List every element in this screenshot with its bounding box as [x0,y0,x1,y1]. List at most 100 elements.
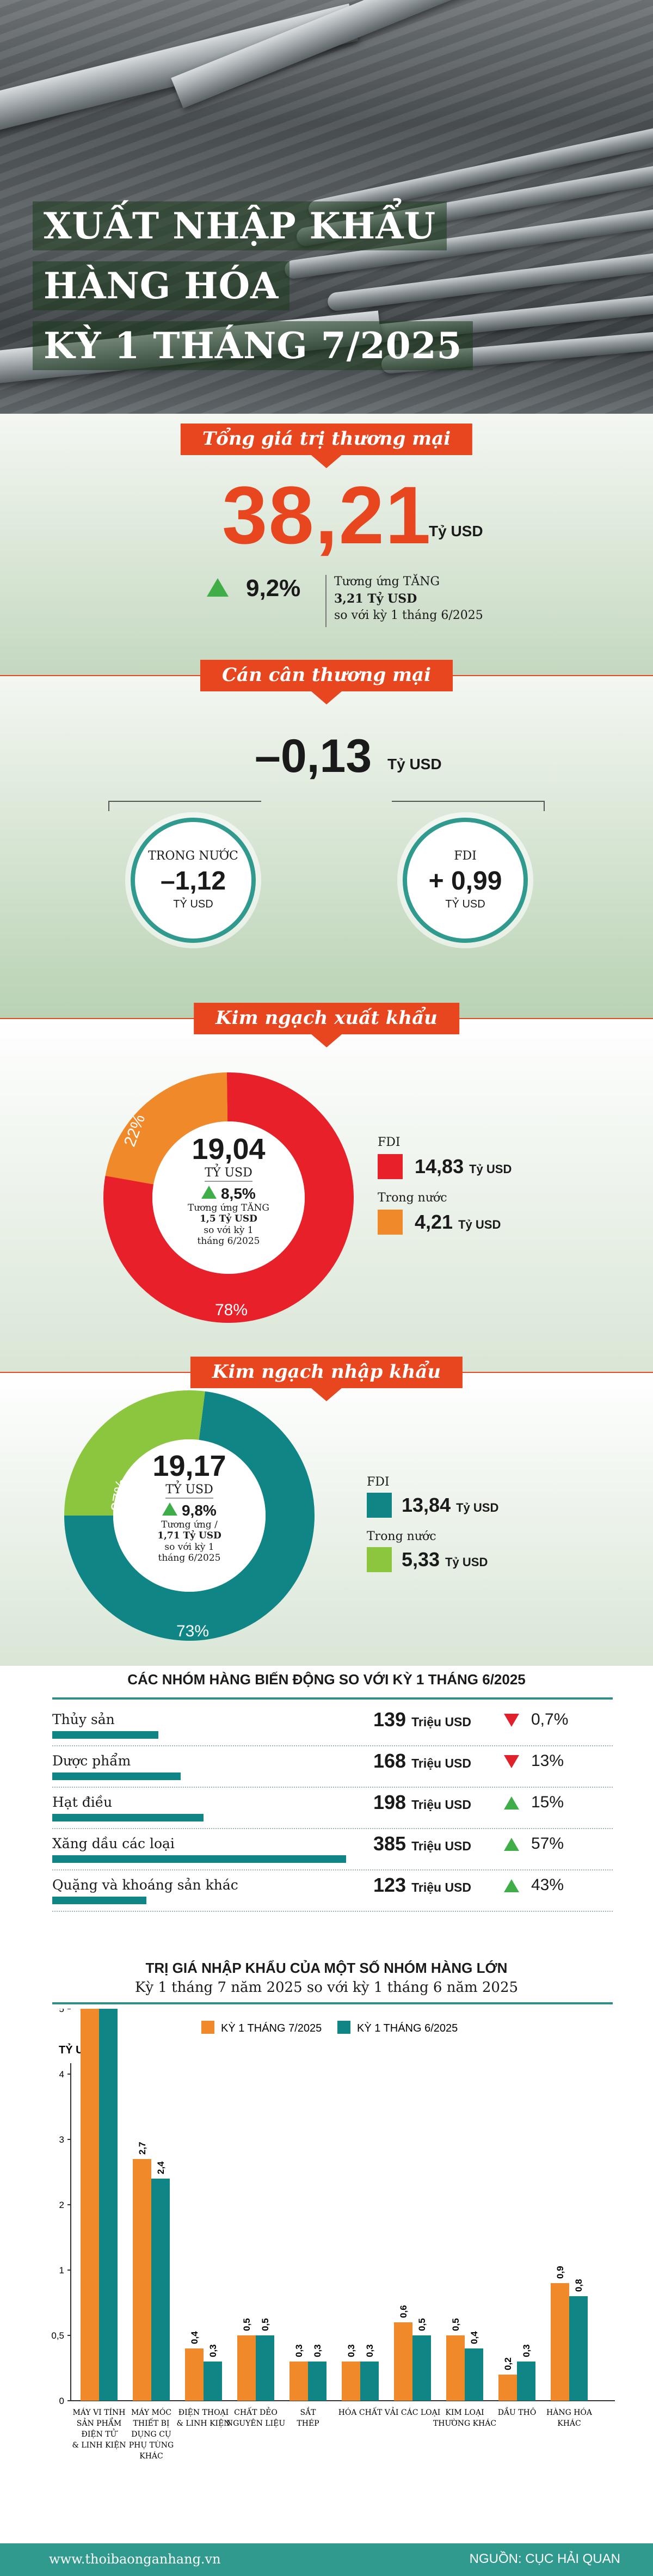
source-note: NGUỒN: CỤC HẢI QUAN [469,2552,620,2566]
trade-total-ribbon: Tổng giá trị thương mại [180,424,473,455]
imports-fdi-value: 13,84 Tỷ USD [402,1494,499,1516]
bar-value-label: 0,2 [503,2357,513,2370]
group-bar [52,1731,158,1739]
group-name: Dược phẩm [52,1753,131,1769]
bar-jul-2025 [551,2283,569,2401]
bar-value-label: 0,3 [208,2344,218,2357]
imports-domestic-slice [64,1390,315,1641]
y-tick-label: 0,5 [51,2330,64,2341]
trade-balance-value: –0,13 [255,730,372,782]
group-row: Hạt điều 198 Triệu USD 15% [52,1791,613,1831]
x-tick-label: PHỤ TÙNG [129,2440,174,2450]
x-tick-label: KHÁC [557,2418,581,2428]
bar-value-label: 0,5 [451,2318,461,2331]
bar-value-label: 2,4 [156,2161,166,2174]
balance-connector-lines [108,801,545,811]
group-bar [52,1897,146,1904]
exports-domestic-label: Trong nước [378,1191,447,1205]
exports-ribbon: Kim ngạch xuất khẩu [194,1003,459,1034]
bar-jun-2025 [151,2179,170,2401]
chart-section: TRỊ GIÁ NHẬP KHẨU CỦA MỘT SỐ NHÓM HÀNG L… [0,1960,653,2543]
bar-jun-2025 [360,2362,379,2401]
group-row: Thủy sản 139 Triệu USD 0,7% [52,1708,613,1749]
exports-center: 19,04 TỶ USD 8,5% Tương ứng TĂNG 1,5 Tỷ … [187,1133,269,1247]
x-tick-label: MÁY VI TÍNH [73,2407,126,2417]
increase-arrow-icon [207,578,229,597]
trade-total-value: 38,21 [222,469,432,561]
group-value: 139 Triệu USD [373,1708,472,1731]
group-change: 15% [504,1793,564,1812]
group-name: Quặng và khoáng sản khác [52,1877,238,1893]
group-name: Xăng dầu các loại [52,1836,175,1851]
bar-value-label: 0,3 [365,2344,375,2357]
title-line-1: XUẤT NHẬP KHẨU [33,201,447,250]
divider [325,575,326,627]
bar-value-label: 0,5 [242,2318,252,2331]
groups-section: CÁC NHÓM HÀNG BIẾN ĐỘNG SO VỚI KỲ 1 THÁN… [0,1666,653,1960]
bar-jun-2025 [204,2362,222,2401]
bar-jun-2025 [256,2335,274,2401]
bar-value-label: 0,6 [398,2305,409,2318]
footer: www.thoibaonganhang.vn NGUỒN: CỤC HẢI QU… [0,2543,653,2576]
imports-fdi-label: FDI [367,1475,390,1489]
x-tick-label: HÓA CHẤT [338,2406,383,2417]
y-tick-label: 2 [59,2200,64,2210]
group-row: Dược phẩm 168 Triệu USD 13% [52,1750,613,1790]
exports-fdi-share: 78% [215,1301,248,1319]
bar-jun-2025 [412,2335,431,2401]
group-change: 0,7% [504,1710,568,1729]
imports-fdi-swatch [367,1493,392,1518]
bar-value-label: 0,9 [555,2266,565,2279]
trade-balance-section: Cán cân thương mại –0,13 Tỷ USD TRONG NƯ… [0,660,653,1018]
trade-total-section: Tổng giá trị thương mại 38,21 Tỷ USD 9,2… [0,414,653,675]
group-change: 13% [504,1752,564,1770]
y-tick-label: 0 [59,2396,64,2406]
decrease-arrow-icon [504,1714,519,1727]
group-change: 57% [504,1835,564,1853]
divider [52,1697,613,1700]
x-tick-label: & LINH KIỆN [72,2440,126,2450]
divider [52,1828,613,1829]
group-bar [52,1855,346,1863]
x-tick-label: THIẾT BỊ [133,2417,170,2428]
bar-jul-2025 [289,2362,308,2401]
group-value: 198 Triệu USD [373,1791,472,1813]
bar-jun-2025 [465,2348,483,2401]
group-bar [52,1814,204,1821]
groups-title: CÁC NHÓM HÀNG BIẾN ĐỘNG SO VỚI KỲ 1 THÁN… [127,1671,526,1688]
imports-donut [64,1390,315,1641]
website-link[interactable]: www.thoibaonganhang.vn [49,2552,221,2567]
bar-value-label: 0,3 [294,2344,304,2357]
imports-ribbon: Kim ngạch nhập khẩu [190,1357,463,1388]
bar-value-label: 0,3 [521,2344,532,2357]
x-tick-label: DỤNG CỤ [131,2430,171,2439]
bar-jul-2025 [446,2335,465,2401]
bar-jun-2025 [99,2009,118,2401]
bar-jul-2025 [133,2159,151,2401]
group-name: Hạt điều [52,1794,113,1810]
legend-swatch [201,2021,214,2034]
x-tick-label: THƯỜNG KHÁC [433,2418,496,2428]
exports-donut [103,1072,354,1323]
group-value: 123 Triệu USD [373,1874,472,1896]
x-tick-label: CHẤT DẺO [234,2406,278,2417]
x-tick-label: VẢI CÁC LOẠI [384,2406,441,2417]
x-tick-label: KIM LOẠI [445,2408,484,2417]
x-tick-label: ĐIỆN TỬ [82,2428,118,2439]
bar-value-label: 0,3 [312,2344,323,2357]
bar-jul-2025 [342,2362,360,2401]
divider [52,1869,613,1870]
exports-domestic-slice [103,1072,354,1323]
bar-jul-2025 [394,2322,412,2401]
chart-subtitle: Kỳ 1 tháng 7 năm 2025 so với kỳ 1 tháng … [134,1979,519,1996]
x-tick-label: SẮT [300,2406,316,2417]
increase-arrow-icon [504,1879,519,1893]
imports-section: Kim ngạch nhập khẩu 27% 73% 19,17 TỶ USD… [0,1357,653,1666]
x-tick-label: & LINH KIỆN [176,2418,230,2428]
y-tick-label: 4 [59,2069,64,2080]
divider [52,1787,613,1788]
x-tick-label: ĐIỆN THOẠI [178,2407,229,2417]
exports-fdi-swatch [378,1154,403,1179]
x-tick-label: MÁY MÓC [131,2407,171,2417]
